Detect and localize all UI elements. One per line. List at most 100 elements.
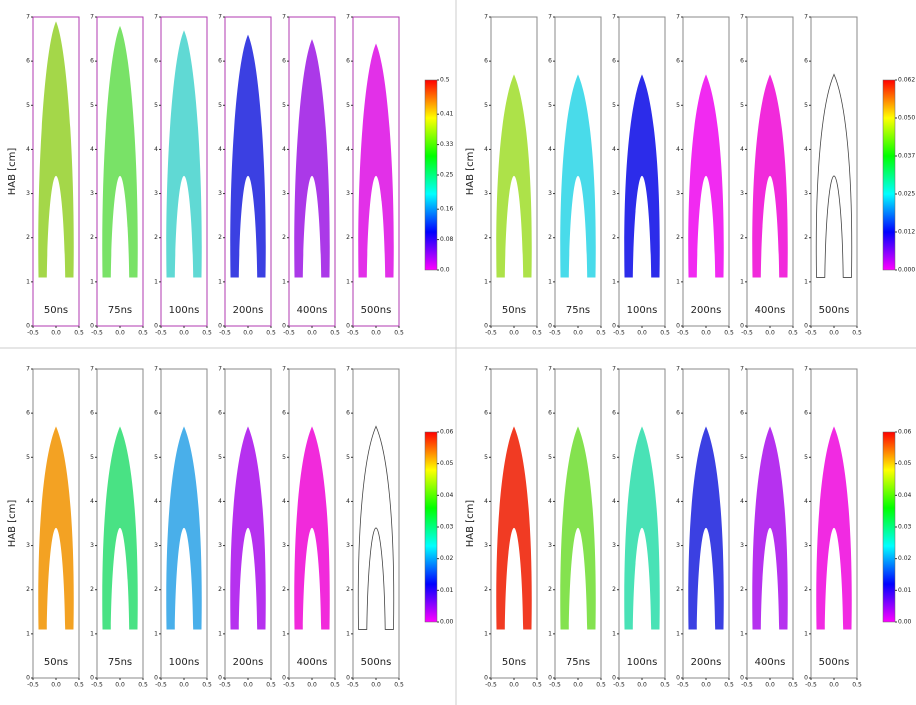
subplot-label: 50ns [502,657,526,668]
flame-image [294,39,330,278]
y-tick-label: 5 [676,454,680,461]
subplot-label: 500ns [819,657,850,668]
subplot-label: 500ns [361,305,392,316]
x-tick-label: 0.0 [307,682,317,689]
x-tick-label: 0.0 [243,682,253,689]
subplot-label: 75ns [566,305,590,316]
y-tick-label: 0 [90,323,94,330]
x-tick-label: 0.0 [307,330,317,337]
x-tick-label: -0.5 [613,330,625,337]
y-tick-label: 4 [548,498,552,505]
flame-image [752,74,788,278]
x-tick-label: 0.5 [202,330,212,337]
y-tick-label: 0 [218,675,222,682]
y-tick-label: 5 [484,102,488,109]
x-tick-label: 0.5 [788,682,798,689]
y-tick-label: 3 [484,542,488,549]
y-tick-label: 1 [90,278,94,285]
y-tick-label: 0 [218,323,222,330]
y-tick-label: 1 [612,630,616,637]
y-tick-label: 6 [90,58,94,65]
y-tick-label: 6 [90,410,94,417]
x-tick-label: 0.5 [266,330,276,337]
y-tick-label: 1 [346,278,350,285]
y-tick-label: 1 [612,278,616,285]
y-axis-label: HAB [cm] [465,148,476,196]
subplot-label: 50ns [44,305,68,316]
y-tick-label: 0 [154,675,158,682]
y-tick-label: 0 [484,323,488,330]
y-tick-label: 5 [90,454,94,461]
flame-image [560,426,596,630]
y-tick-label: 0 [26,323,30,330]
y-tick-label: 7 [154,14,158,21]
y-tick-label: 6 [740,58,744,65]
y-tick-label: 7 [548,366,552,373]
x-tick-label: -0.5 [805,682,817,689]
y-tick-label: 2 [154,586,158,593]
x-tick-label: 0.0 [243,330,253,337]
x-tick-label: -0.5 [741,330,753,337]
y-tick-label: 6 [346,410,350,417]
flame-image [38,21,74,278]
flame-image [624,74,660,278]
y-tick-label: 4 [26,146,30,153]
y-tick-label: 4 [484,146,488,153]
x-tick-label: 0.5 [330,682,340,689]
y-tick-label: 5 [346,454,350,461]
y-tick-label: 5 [218,102,222,109]
y-tick-label: 0 [484,675,488,682]
y-tick-label: 3 [154,190,158,197]
y-tick-label: 1 [218,278,222,285]
y-tick-label: 6 [740,410,744,417]
y-tick-label: 7 [484,366,488,373]
y-tick-label: 0 [804,323,808,330]
y-tick-label: 1 [676,630,680,637]
y-tick-label: 4 [740,146,744,153]
y-tick-label: 6 [282,410,286,417]
y-tick-label: 3 [548,190,552,197]
y-tick-label: 7 [740,14,744,21]
flame-image [38,426,74,630]
colorbar-tick-label: 0.00 [898,619,912,626]
flame-image [102,25,138,278]
colorbar-tick-label: 0.04 [440,492,454,499]
flame-image [230,426,266,630]
y-tick-label: 4 [218,498,222,505]
y-tick-label: 5 [548,454,552,461]
y-tick-label: 1 [804,278,808,285]
y-tick-label: 3 [804,542,808,549]
x-tick-label: -0.5 [485,330,497,337]
x-tick-label: 0.0 [701,330,711,337]
y-tick-label: 0 [26,675,30,682]
y-tick-label: 5 [346,102,350,109]
flame-image [358,43,394,278]
y-tick-label: 2 [218,586,222,593]
x-tick-label: -0.5 [155,682,167,689]
x-tick-label: 0.5 [394,682,404,689]
y-tick-label: 7 [26,14,30,21]
y-tick-label: 6 [282,58,286,65]
colorbar-tick-label: 0.08 [440,236,454,243]
y-tick-label: 5 [282,454,286,461]
y-tick-label: 3 [26,542,30,549]
x-tick-label: 0.5 [74,682,84,689]
y-tick-label: 5 [154,454,158,461]
x-tick-label: -0.5 [219,330,231,337]
flame-image [230,34,266,278]
subplot-label: 100ns [627,657,658,668]
x-tick-label: 0.0 [765,330,775,337]
y-tick-label: 5 [26,454,30,461]
y-tick-label: 5 [154,102,158,109]
y-tick-label: 4 [676,498,680,505]
y-tick-label: 6 [26,58,30,65]
x-tick-label: 0.5 [138,330,148,337]
y-tick-label: 0 [676,675,680,682]
y-tick-label: 2 [282,586,286,593]
x-tick-label: 0.0 [115,330,125,337]
y-tick-label: 5 [548,102,552,109]
x-tick-label: -0.5 [741,682,753,689]
x-tick-label: 0.0 [637,682,647,689]
y-tick-label: 0 [282,323,286,330]
subplot-label: 500ns [361,657,392,668]
